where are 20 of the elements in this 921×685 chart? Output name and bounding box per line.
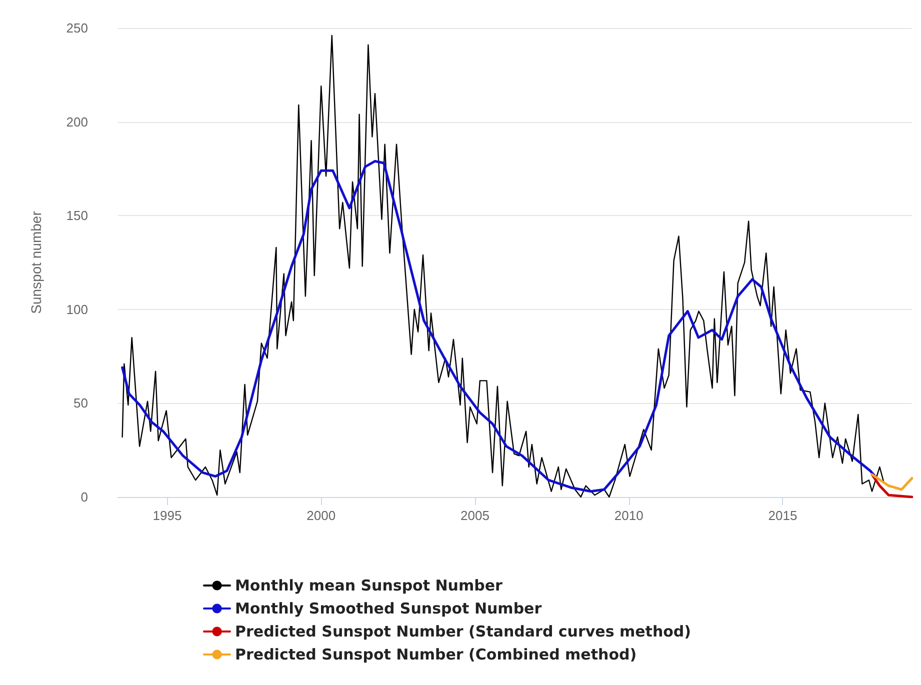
x-tick-label: 2010 <box>614 508 644 523</box>
y-tick-label: 100 <box>66 302 88 317</box>
y-axis-title: Sunspot number <box>28 210 44 314</box>
legend-label: Predicted Sunspot Number (Standard curves method) <box>235 622 692 640</box>
y-tick-label: 150 <box>66 208 88 224</box>
x-tick-label: 2015 <box>768 508 798 523</box>
legend-label: Monthly mean Sunspot Number <box>235 576 504 594</box>
y-tick-label: 250 <box>66 20 88 36</box>
legend-label: Monthly Smoothed Sunspot Number <box>235 600 542 618</box>
y-tick-label: 50 <box>74 396 88 411</box>
line-series <box>870 473 913 498</box>
line-series <box>870 473 913 491</box>
x-tick-label: 1995 <box>152 508 182 523</box>
legend-label: Predicted Sunspot Number (Combined method) <box>235 646 637 664</box>
line-series <box>122 34 884 498</box>
line-series <box>121 160 876 493</box>
x-tick-label: 2005 <box>460 508 490 523</box>
y-tick-label: 200 <box>66 114 88 130</box>
x-tick-label: 2000 <box>306 508 336 523</box>
y-tick-label: 0 <box>80 490 88 504</box>
